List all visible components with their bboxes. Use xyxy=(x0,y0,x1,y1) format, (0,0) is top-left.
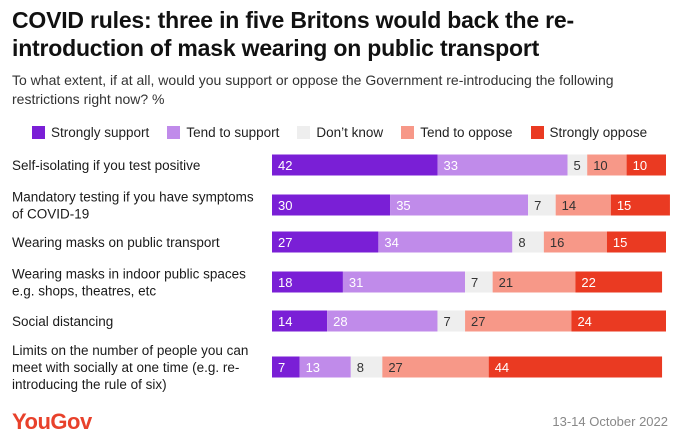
data-label: 30 xyxy=(278,198,292,213)
bar-segment xyxy=(272,194,391,216)
legend-item-tend-to-support: Tend to support xyxy=(167,125,279,140)
yougov-logo: YouGov xyxy=(12,409,92,434)
legend-label: Tend to oppose xyxy=(420,124,513,140)
legend-item-tend-to-oppose: Tend to oppose xyxy=(401,124,513,140)
data-label: 27 xyxy=(471,314,485,329)
data-label: 22 xyxy=(581,275,595,290)
bar-segment xyxy=(492,271,576,293)
legend-label: Strongly oppose xyxy=(549,124,648,140)
data-label: 21 xyxy=(499,275,513,290)
bar-segment xyxy=(437,154,568,176)
data-label: 33 xyxy=(443,158,457,173)
bar-segment xyxy=(272,231,379,253)
data-label: 27 xyxy=(388,360,402,375)
legend-label: Strongly support xyxy=(51,124,150,140)
bar-segment xyxy=(382,356,489,378)
bar-segment xyxy=(610,194,670,216)
bar-segment xyxy=(528,194,556,216)
legend: Strongly support Tend to support Don’t k… xyxy=(32,123,665,141)
bar-segment xyxy=(571,310,666,332)
data-label: 15 xyxy=(617,198,631,213)
data-label: 13 xyxy=(306,360,320,375)
survey-date: 13-14 October 2022 xyxy=(552,414,668,429)
data-label: 27 xyxy=(278,235,292,250)
bar-segment xyxy=(465,310,572,332)
bar-segment xyxy=(606,231,666,253)
bar-segment xyxy=(299,356,351,378)
bar-segment xyxy=(390,194,529,216)
bar-segment xyxy=(543,231,607,253)
legend-swatch xyxy=(297,125,311,139)
bar-segment xyxy=(342,271,466,293)
bar-segment xyxy=(272,356,300,378)
bar-segment xyxy=(587,154,627,176)
data-label: 34 xyxy=(384,235,398,250)
category-label: Limits on the number of people you can me… xyxy=(12,343,248,392)
data-label: 10 xyxy=(593,158,607,173)
data-label: 16 xyxy=(550,235,564,250)
data-label: 18 xyxy=(278,275,292,290)
data-label: 42 xyxy=(278,158,292,173)
data-label: 7 xyxy=(471,275,478,290)
chart-subtitle: To what extent, if at all, would you sup… xyxy=(12,72,614,107)
data-label: 14 xyxy=(562,198,576,213)
data-label: 8 xyxy=(518,235,525,250)
bar-segment xyxy=(488,356,663,378)
legend-item-dont-know: Don’t know xyxy=(297,125,383,140)
data-label: 28 xyxy=(333,314,347,329)
bar-segment xyxy=(512,231,544,253)
category-label: Mandatory testing if you have symptoms of… xyxy=(12,190,254,222)
data-label: 7 xyxy=(443,314,450,329)
chart-title: COVID rules: three in five Britons would… xyxy=(12,7,574,61)
bar-segment xyxy=(567,154,588,176)
bar-segment xyxy=(465,271,493,293)
legend-swatch xyxy=(167,125,181,139)
bar-segment xyxy=(575,271,663,293)
category-label: Wearing masks on public transport xyxy=(12,235,220,250)
data-label: 8 xyxy=(357,360,364,375)
bar-segment xyxy=(272,310,328,332)
legend-item-strongly-support: Strongly support xyxy=(32,125,149,140)
bar-segment xyxy=(626,154,666,176)
bar-segment xyxy=(437,310,466,332)
data-label: 24 xyxy=(577,314,591,329)
bar-segment xyxy=(555,194,611,216)
data-label: 7 xyxy=(534,198,541,213)
bar-segment xyxy=(378,231,513,253)
legend-swatch xyxy=(401,125,415,139)
category-label: Self-isolating if you test positive xyxy=(12,158,200,173)
bar-segment xyxy=(272,271,343,293)
category-label: Social distancing xyxy=(12,314,113,329)
bar-segment xyxy=(327,310,438,332)
data-label: 31 xyxy=(349,275,363,290)
bar-segment xyxy=(272,154,438,176)
legend-label: Don’t know xyxy=(316,124,384,140)
data-label: 10 xyxy=(633,158,647,173)
data-label: 44 xyxy=(495,360,509,375)
data-label: 14 xyxy=(278,314,292,329)
data-label: 35 xyxy=(396,198,410,213)
data-label: 15 xyxy=(613,235,627,250)
bar-segment xyxy=(350,356,383,378)
legend-swatch xyxy=(530,125,544,139)
data-label: 7 xyxy=(278,360,285,375)
category-label: Wearing masks in indoor public spaces e.g… xyxy=(12,267,246,299)
data-label: 5 xyxy=(574,158,581,173)
legend-swatch xyxy=(32,125,45,139)
legend-label: Tend to support xyxy=(186,124,280,140)
legend-item-strongly-oppose: Strongly oppose xyxy=(530,124,648,140)
